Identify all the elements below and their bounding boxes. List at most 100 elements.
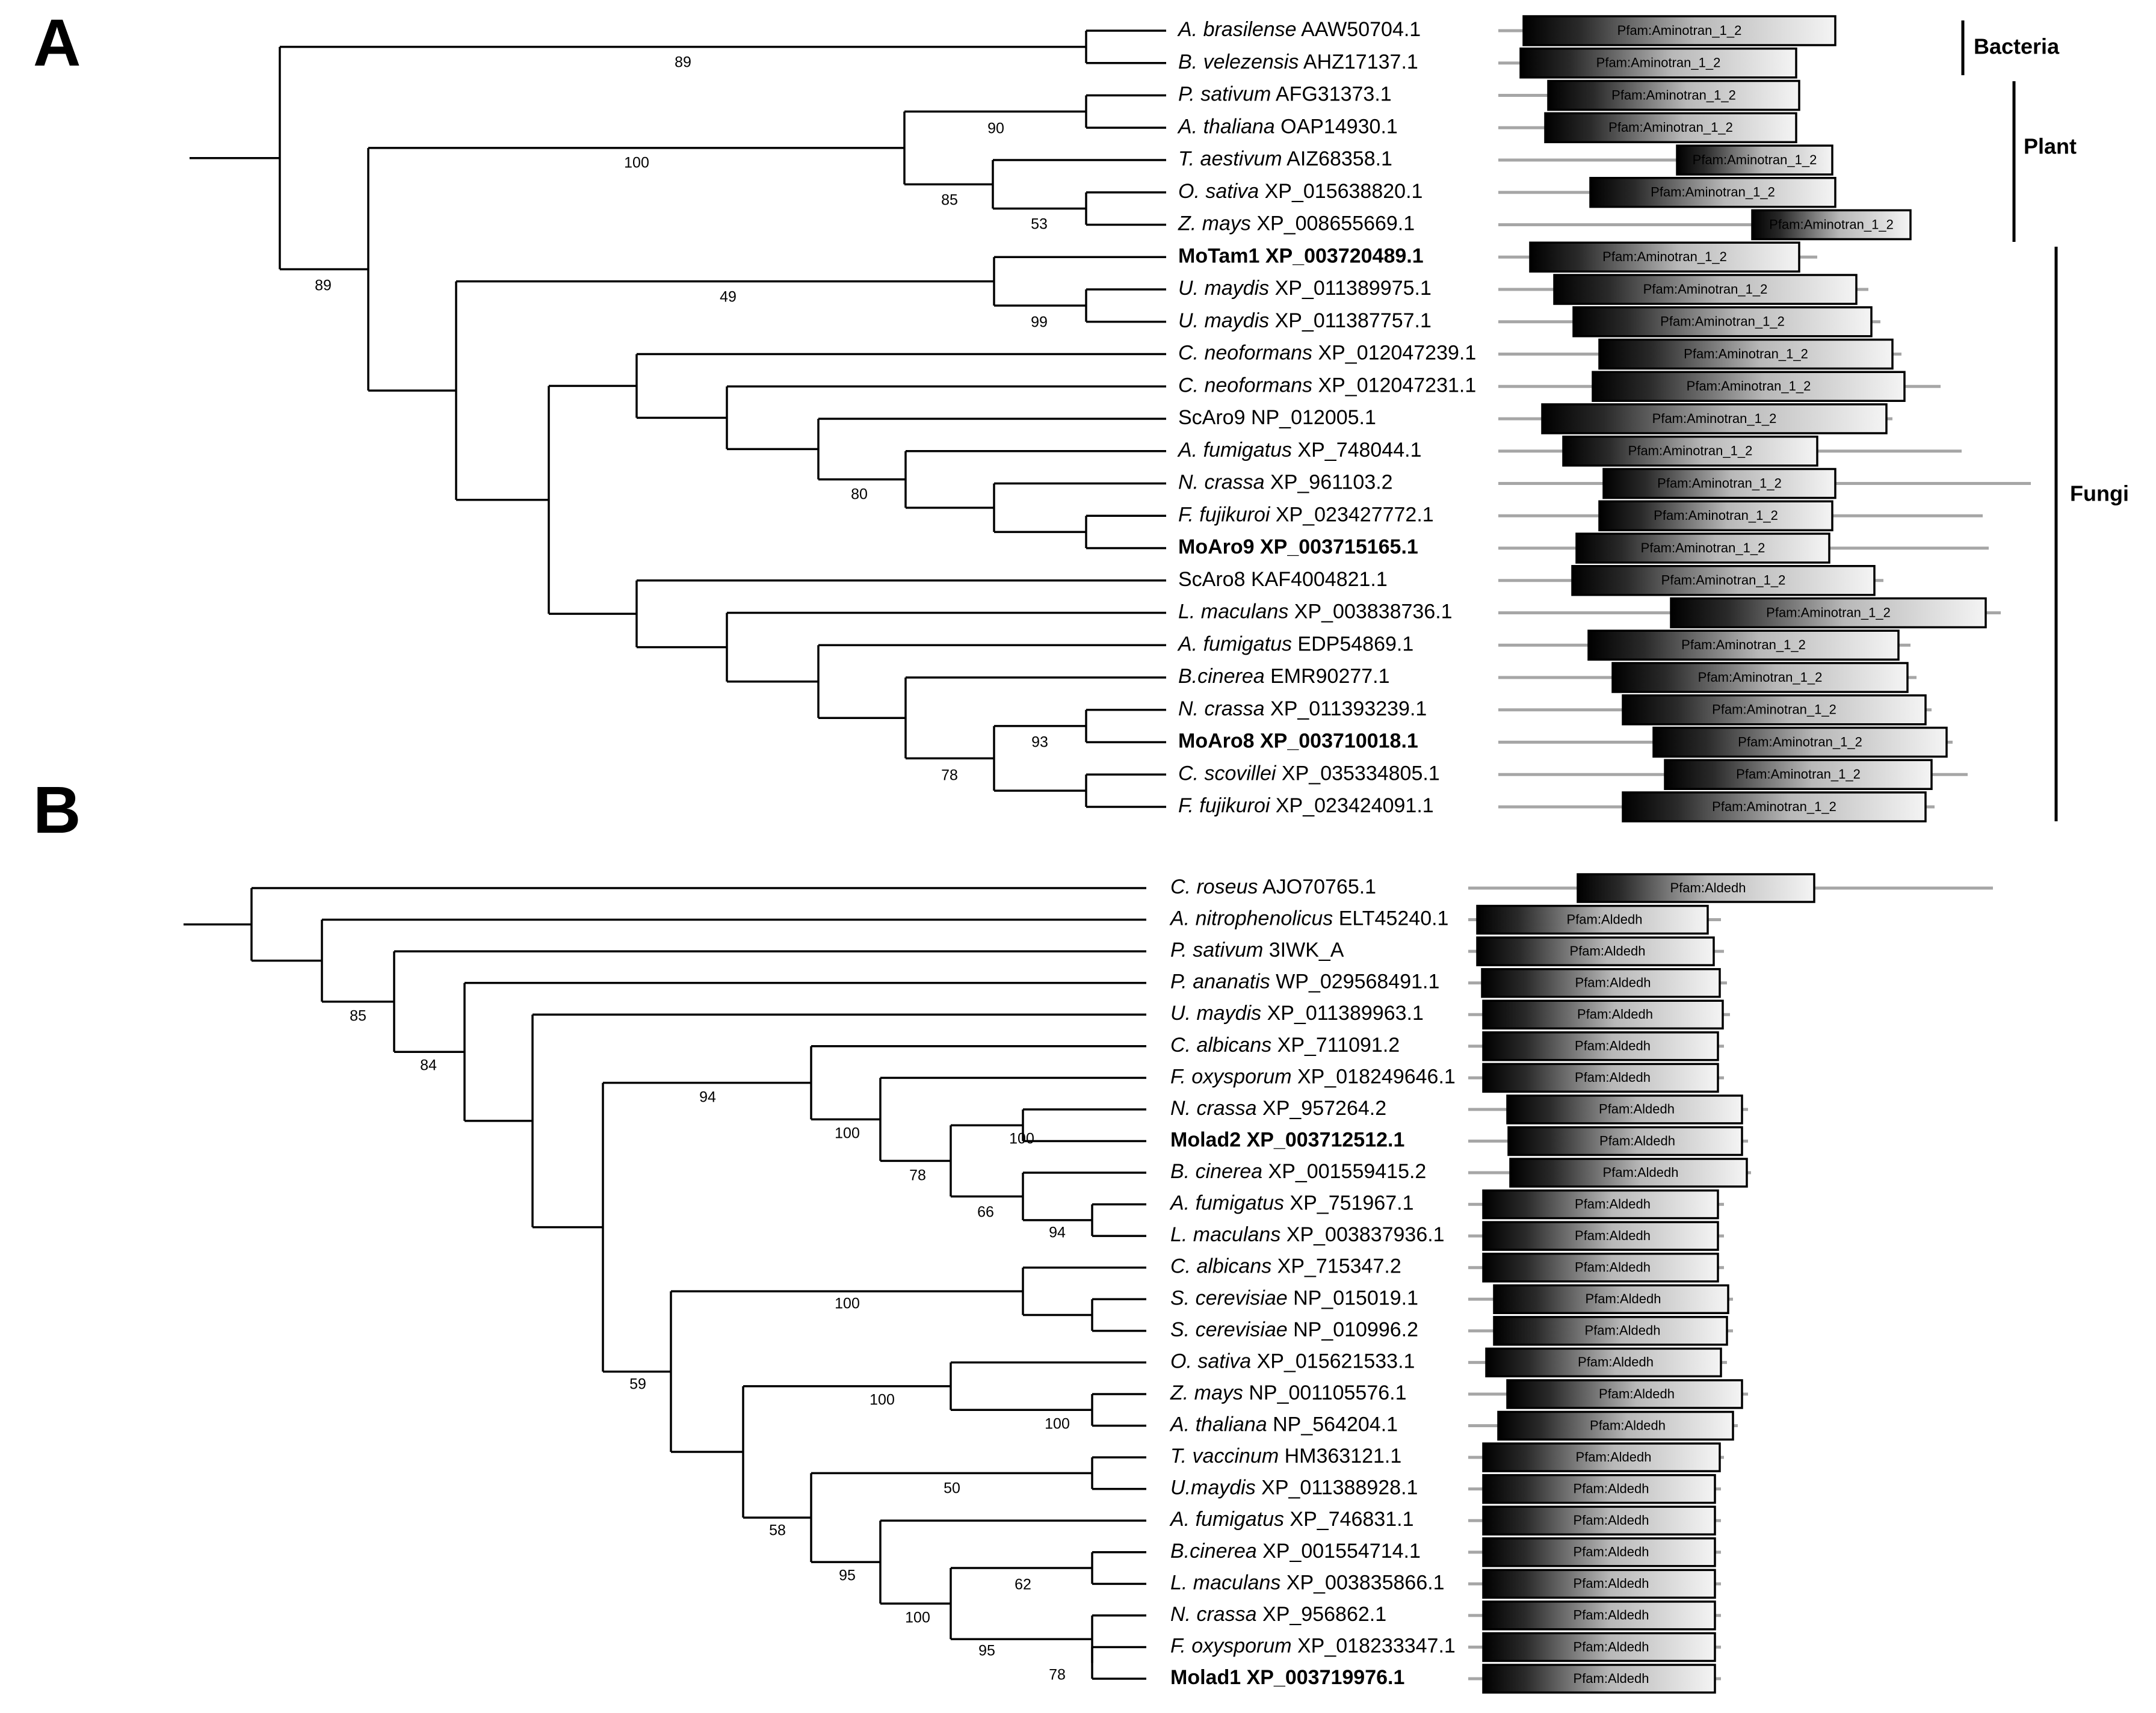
taxon-accession: AJO70765.1 <box>1258 875 1377 898</box>
pfam-domain-box <box>1622 791 1927 823</box>
taxon-accession: NP_012005.1 <box>1246 406 1376 429</box>
taxon-label: U. maydis XP_011389975.1 <box>1178 277 1432 300</box>
taxon-label: F. oxysporum XP_018249646.1 <box>1170 1065 1456 1088</box>
taxon-accession: XP_011393239.1 <box>1265 697 1427 720</box>
taxon-label: C. albicans XP_715347.2 <box>1170 1255 1401 1278</box>
taxon-label: N. crassa XP_011393239.1 <box>1178 697 1427 720</box>
taxon-species: U. maydis <box>1178 277 1269 300</box>
pfam-domain-box <box>1652 726 1948 758</box>
taxon-species: L. maculans <box>1170 1223 1280 1246</box>
pfam-domain-box <box>1482 1221 1719 1251</box>
pfam-domain-box <box>1553 274 1858 305</box>
taxon-accession: XP_011389963.1 <box>1261 1002 1424 1025</box>
taxon-accession: XP_957264.2 <box>1257 1097 1387 1120</box>
taxon-label: L. maculans XP_003835866.1 <box>1170 1571 1445 1594</box>
taxon-species: A. fumigatus <box>1177 439 1292 461</box>
taxon-species: Z. mays <box>1178 212 1251 235</box>
taxon-label: C. roseus AJO70765.1 <box>1170 875 1376 898</box>
taxon-label: B.cinerea XP_001554714.1 <box>1170 1540 1421 1563</box>
taxon-label: MoAro9 XP_003715165.1 <box>1178 536 1418 558</box>
taxon-accession: XP_012047231.1 <box>1312 374 1476 397</box>
pfam-domain-box <box>1587 629 1900 661</box>
taxon-accession: XP_018233347.1 <box>1292 1634 1456 1657</box>
pfam-domain-label: Pfam:Aldedh <box>1575 1196 1651 1211</box>
pfam-domain-box <box>1485 1347 1722 1378</box>
taxon-label: P. ananatis WP_029568491.1 <box>1170 971 1439 993</box>
pfam-domain-label: Pfam:Aminotran_1_2 <box>1608 120 1733 135</box>
pfam-domain-box <box>1482 1664 1716 1694</box>
taxon-accession: AHZ17137.1 <box>1299 51 1418 73</box>
pfam-domain-label: Pfam:Aminotran_1_2 <box>1652 411 1777 426</box>
bootstrap-value: 58 <box>769 1522 786 1539</box>
bootstrap-value: 90 <box>987 120 1004 137</box>
taxon-accession: XP_015621533.1 <box>1251 1350 1415 1372</box>
clade-label-bacteria: Bacteria <box>1974 34 2060 59</box>
taxon-species: A. fumigatus <box>1169 1508 1284 1531</box>
bootstrap-value: 78 <box>941 767 958 784</box>
taxon-label: L. maculans XP_003837936.1 <box>1170 1223 1445 1246</box>
taxon-label: MoAro8 XP_003710018.1 <box>1178 729 1418 752</box>
taxon-species: O. sativa <box>1170 1350 1251 1372</box>
bootstrap-value: 85 <box>350 1008 366 1025</box>
pfam-domain-label: Pfam:Aminotran_1_2 <box>1687 378 1811 394</box>
taxon-label: U. maydis XP_011387757.1 <box>1178 309 1432 332</box>
taxon-species: P. sativum <box>1178 82 1271 105</box>
taxon-label: ScAro8 KAF4004821.1 <box>1178 568 1388 591</box>
taxon-label: A. thaliana OAP14930.1 <box>1177 115 1398 138</box>
pfam-domain-box <box>1482 1505 1716 1536</box>
taxon-label: A. fumigatus XP_751967.1 <box>1169 1192 1414 1215</box>
taxon-label: C. scovillei XP_035334805.1 <box>1178 762 1440 785</box>
pfam-domain-label: Pfam:Aminotran_1_2 <box>1617 23 1742 38</box>
tree-labels: A 89 90 100 85 53 89 49 99 80 93 78 A. brasilense AA… <box>33 6 2129 1689</box>
taxon-accession: XP_748044.1 <box>1292 439 1422 461</box>
bootstrap-value: 95 <box>978 1643 995 1659</box>
bootstrap-value: 66 <box>977 1204 994 1221</box>
pfam-domain-label: Pfam:Aldedh <box>1603 1165 1679 1180</box>
taxon-species: MoAro9 <box>1178 536 1255 558</box>
taxon-species: C. albicans <box>1170 1255 1271 1278</box>
clade-label-fungi: Fungi <box>2070 481 2129 506</box>
taxon-species: C. albicans <box>1170 1034 1271 1057</box>
taxon-label: C. neoformans XP_012047239.1 <box>1178 341 1476 364</box>
taxon-species: O. sativa <box>1178 180 1259 203</box>
pfam-domain-box <box>1664 759 1933 790</box>
pfam-domain-label: Pfam:Aminotran_1_2 <box>1712 799 1836 814</box>
taxon-species: T. aestivum <box>1178 147 1282 170</box>
taxon-accession: XP_023427772.1 <box>1270 503 1433 526</box>
pfam-domain-box <box>1519 48 1797 79</box>
pfam-domain-label: Pfam:Aminotran_1_2 <box>1681 637 1806 652</box>
taxon-species: C. neoformans <box>1178 374 1312 397</box>
pfam-domain-label: Pfam:Aldedh <box>1567 912 1643 927</box>
taxon-species: P. sativum <box>1170 939 1263 961</box>
bootstrap-value: 100 <box>1009 1131 1034 1147</box>
taxon-label: F. fujikuroi XP_023424091.1 <box>1178 794 1434 817</box>
taxon-accession: XP_715347.2 <box>1271 1255 1401 1278</box>
pfam-domain-label: Pfam:Aldedh <box>1585 1323 1661 1338</box>
taxon-accession: AIZ68358.1 <box>1282 147 1392 170</box>
taxon-species: A. thaliana <box>1177 115 1275 138</box>
bootstrap-value: 50 <box>944 1480 960 1497</box>
taxon-species: C. neoformans <box>1178 341 1312 364</box>
taxon-species: P. ananatis <box>1170 971 1270 993</box>
taxon-accession: XP_711091.2 <box>1271 1034 1400 1057</box>
bootstrap-value: 78 <box>909 1167 926 1184</box>
taxon-accession: XP_961103.2 <box>1265 471 1393 493</box>
pfam-domain-label: Pfam:Aminotran_1_2 <box>1651 185 1775 200</box>
taxon-accession: XP_012047239.1 <box>1312 341 1476 364</box>
taxon-accession: XP_751967.1 <box>1284 1192 1414 1215</box>
bootstrap-value: 62 <box>1015 1576 1031 1593</box>
bootstrap-value: 59 <box>629 1376 646 1393</box>
bootstrap-value: 78 <box>1049 1667 1066 1684</box>
pfam-domain-label: Pfam:Aminotran_1_2 <box>1596 55 1721 70</box>
bootstrap-value: 85 <box>941 192 958 209</box>
pfam-domain-box <box>1592 371 1906 402</box>
taxon-accession: XP_003712512.1 <box>1241 1128 1404 1151</box>
taxon-label: L. maculans XP_003838736.1 <box>1178 600 1453 623</box>
taxon-species: L. maculans <box>1178 600 1288 623</box>
taxon-label: P. sativum AFG31373.1 <box>1178 82 1392 105</box>
taxon-accession: NP_010996.2 <box>1288 1318 1418 1341</box>
pfam-domain-label: Pfam:Aldedh <box>1575 975 1651 990</box>
taxon-label: N. crassa XP_956862.1 <box>1170 1603 1386 1626</box>
pfam-domain-label: Pfam:Aldedh <box>1586 1291 1661 1306</box>
